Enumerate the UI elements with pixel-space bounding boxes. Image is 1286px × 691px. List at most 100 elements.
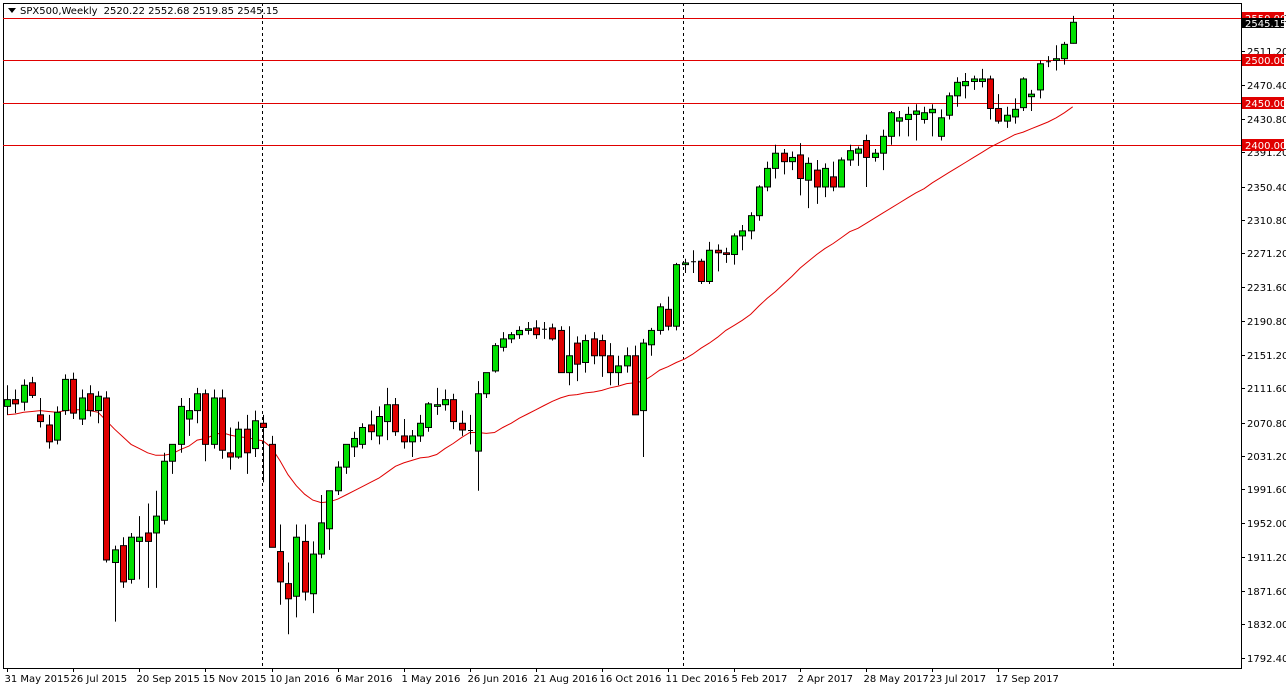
candle-bear[interactable] — [450, 399, 457, 423]
candle-bull[interactable] — [483, 372, 490, 395]
candle-bear[interactable] — [574, 342, 581, 365]
candle-bear[interactable] — [814, 169, 821, 188]
candle-bear[interactable] — [227, 452, 234, 458]
dropdown-triangle-icon[interactable] — [8, 8, 16, 13]
candle-bull[interactable] — [525, 328, 532, 331]
candle-bear[interactable] — [533, 327, 540, 336]
candle-bull[interactable] — [351, 437, 358, 448]
candle-bull[interactable] — [938, 117, 945, 137]
candle-bear[interactable] — [987, 78, 994, 109]
candle-bull[interactable] — [847, 150, 854, 161]
candle-bull[interactable] — [739, 230, 746, 237]
candle-bear[interactable] — [368, 424, 375, 433]
candle-bull[interactable] — [624, 355, 631, 367]
candle-bear[interactable] — [715, 249, 722, 254]
candle-bull[interactable] — [954, 81, 961, 97]
candle-bull[interactable] — [79, 397, 86, 420]
candle-bull[interactable] — [896, 117, 903, 122]
candle-bear[interactable] — [12, 399, 19, 405]
candle-bull[interactable] — [384, 404, 391, 423]
candle-bull[interactable] — [657, 306, 664, 331]
candle-bear[interactable] — [120, 545, 127, 583]
candle-bull[interactable] — [756, 186, 763, 217]
candle-bull[interactable] — [318, 522, 325, 555]
candle-bull[interactable] — [194, 393, 201, 412]
candle-bull[interactable] — [178, 405, 185, 445]
candle-bear[interactable] — [665, 308, 672, 327]
candle-bear[interactable] — [202, 393, 209, 445]
candle-bull[interactable] — [872, 152, 879, 158]
candle-bull[interactable] — [789, 156, 796, 163]
candle-bull[interactable] — [1004, 114, 1011, 122]
candle-bull[interactable] — [979, 78, 986, 82]
candle-bear[interactable] — [87, 393, 94, 412]
candle-bull[interactable] — [508, 334, 515, 340]
candle-bull[interactable] — [128, 536, 135, 580]
candle-bull[interactable] — [772, 152, 779, 169]
candle-bull[interactable] — [764, 167, 771, 188]
candle-bear[interactable] — [401, 435, 408, 443]
candle-bull[interactable] — [500, 338, 507, 348]
candle-bull[interactable] — [186, 410, 193, 420]
candle-bull[interactable] — [731, 235, 738, 255]
candle-bear[interactable] — [244, 428, 251, 454]
candle-bull[interactable] — [95, 395, 102, 412]
candle-bull[interactable] — [682, 262, 689, 266]
candle-bull[interactable] — [4, 399, 11, 407]
candle-bear[interactable] — [549, 327, 556, 340]
candle-bear[interactable] — [459, 422, 466, 431]
candle-bear[interactable] — [558, 329, 565, 374]
candle-bull[interactable] — [1037, 63, 1044, 91]
candle-bull[interactable] — [1028, 93, 1035, 98]
candle-bear[interactable] — [995, 107, 1002, 122]
candle-bull[interactable] — [1070, 21, 1077, 44]
candle-bear[interactable] — [145, 532, 152, 542]
candle-bull[interactable] — [235, 428, 242, 458]
candle-bull[interactable] — [169, 443, 176, 462]
candle-bull[interactable] — [706, 249, 713, 282]
candle-bull[interactable] — [326, 490, 333, 530]
candle-bear[interactable] — [599, 340, 606, 357]
candle-bear[interactable] — [632, 355, 639, 416]
candle-bull[interactable] — [905, 113, 912, 120]
candle-bear[interactable] — [591, 338, 598, 357]
candle-bull[interactable] — [1061, 43, 1068, 60]
candle-bull[interactable] — [962, 80, 969, 87]
candle-bull[interactable] — [492, 345, 499, 372]
candle-bull[interactable] — [359, 426, 366, 445]
candle-bull[interactable] — [516, 329, 523, 336]
candle-bull[interactable] — [855, 148, 862, 154]
candle-bull[interactable] — [971, 78, 978, 82]
candle-bull[interactable] — [442, 399, 449, 406]
candle-bull[interactable] — [293, 536, 300, 597]
candle-bull[interactable] — [161, 460, 168, 521]
candle-bear[interactable] — [70, 378, 77, 414]
candle-bull[interactable] — [252, 420, 259, 450]
candle-bear[interactable] — [781, 152, 788, 163]
candle-bull[interactable] — [112, 549, 119, 564]
candle-bull[interactable] — [54, 411, 61, 441]
candle-bear[interactable] — [277, 551, 284, 583]
candle-bull[interactable] — [946, 95, 953, 116]
candle-bear[interactable] — [698, 260, 705, 282]
candle-bull[interactable] — [748, 215, 755, 232]
candle-bull[interactable] — [343, 443, 350, 468]
candle-bull[interactable] — [335, 466, 342, 492]
candle-bear[interactable] — [285, 583, 292, 600]
candle-bear[interactable] — [607, 355, 614, 374]
candle-bull[interactable] — [21, 384, 28, 403]
candle-bull[interactable] — [566, 355, 573, 374]
candle-bear[interactable] — [29, 382, 36, 396]
candle-bear[interactable] — [103, 397, 110, 561]
candle-bull[interactable] — [921, 112, 928, 120]
candle-bear[interactable] — [269, 443, 276, 548]
candle-bear[interactable] — [723, 252, 730, 255]
candle-bull[interactable] — [805, 162, 812, 181]
candle-bull[interactable] — [1020, 78, 1027, 109]
candle-bull[interactable] — [822, 167, 829, 188]
candle-bull[interactable] — [648, 329, 655, 346]
candle-bull[interactable] — [153, 515, 160, 534]
candle-bull[interactable] — [582, 340, 589, 364]
candle-bull[interactable] — [838, 159, 845, 188]
